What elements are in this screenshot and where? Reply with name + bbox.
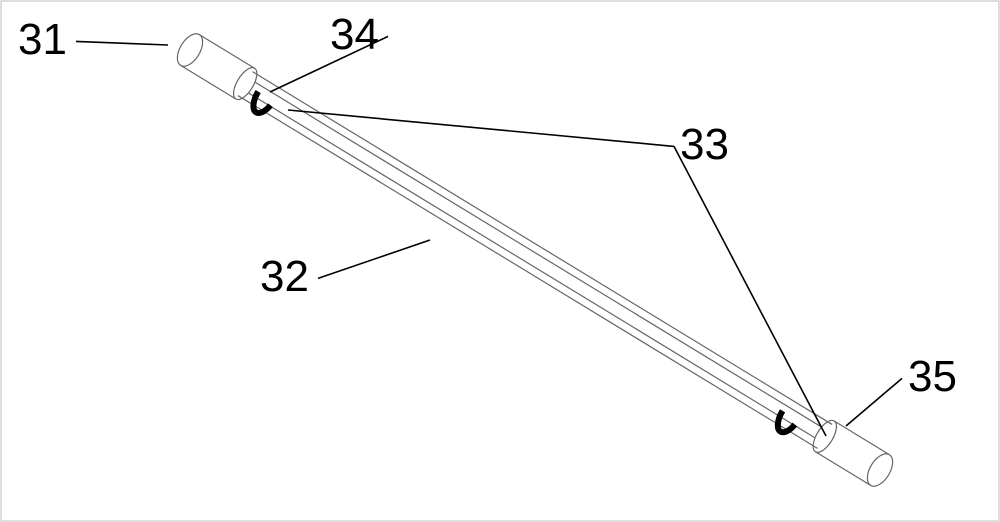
diagram-svg xyxy=(0,0,1000,522)
callout-label-l31: 31 xyxy=(18,15,67,65)
callout-label-l33: 33 xyxy=(680,120,729,170)
callout-label-l32: 32 xyxy=(260,252,309,302)
callout-label-l35: 35 xyxy=(908,352,957,402)
diagram-canvas: 31 34 33 32 35 xyxy=(0,0,1000,522)
callout-label-l34: 34 xyxy=(330,10,379,60)
